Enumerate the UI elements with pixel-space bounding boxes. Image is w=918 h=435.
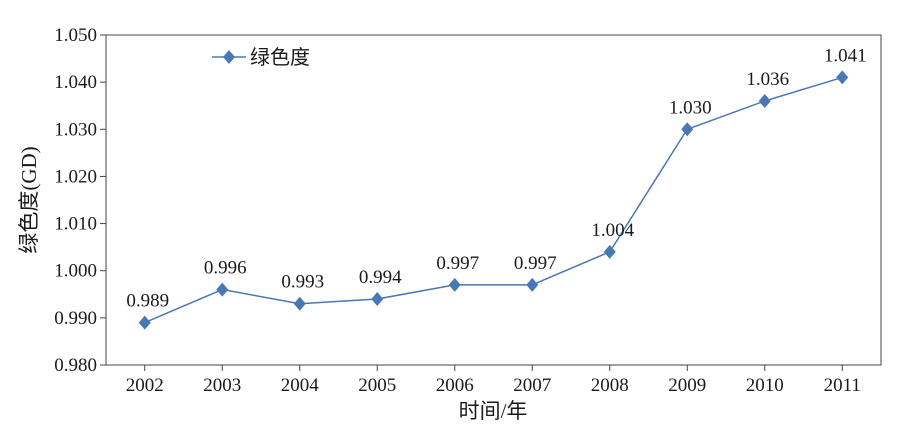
data-label: 0.993 (281, 272, 324, 293)
plot-frame (105, 34, 882, 366)
data-point-marker (836, 70, 849, 85)
data-point-marker (293, 296, 306, 311)
data-point-marker (603, 244, 616, 259)
data-label: 0.997 (514, 253, 557, 274)
data-point-marker (216, 282, 229, 297)
data-point-marker (138, 315, 151, 330)
x-tick-label: 2008 (591, 375, 629, 396)
x-tick-label: 2004 (281, 375, 320, 396)
y-tick-label: 1.000 (54, 261, 97, 282)
y-tick-label: 0.980 (54, 355, 97, 376)
data-point-marker (448, 277, 461, 292)
y-tick-label: 1.050 (54, 25, 97, 46)
x-axis-title: 时间/年 (459, 399, 528, 423)
series-markers (138, 70, 849, 330)
data-label: 1.030 (669, 97, 712, 118)
y-axis-title: 绿色度(GD) (17, 146, 41, 253)
y-axis: 0.980 0.990 1.000 1.010 1.020 1.030 1.040 1.050 (54, 25, 106, 376)
data-point-marker (681, 122, 694, 137)
data-label: 0.994 (359, 267, 402, 288)
data-labels: 0.989 0.996 0.993 0.994 0.997 0.997 1.004 1.030… (126, 45, 866, 311)
data-point-marker (526, 277, 539, 292)
x-tick-label: 2009 (668, 375, 706, 396)
data-point-marker (371, 292, 384, 306)
data-label: 0.996 (204, 258, 247, 279)
x-tick-label: 2005 (358, 375, 396, 396)
data-label: 0.997 (436, 253, 479, 274)
data-label: 1.004 (591, 220, 634, 241)
data-label: 0.989 (126, 291, 169, 312)
legend: 绿色度 (212, 46, 310, 69)
y-tick-label: 1.040 (54, 72, 97, 93)
y-tick-label: 1.010 (54, 214, 97, 235)
legend-label: 绿色度 (250, 46, 310, 69)
data-label: 1.036 (746, 69, 789, 90)
series-lines (144, 76, 843, 324)
data-point-marker (758, 94, 771, 108)
x-tick-label: 2011 (824, 375, 861, 396)
x-tick-label: 2002 (126, 375, 164, 396)
y-tick-label: 1.020 (54, 166, 97, 187)
x-tick-label: 2006 (436, 375, 474, 396)
x-tick-label: 2003 (203, 375, 241, 396)
x-axis: 2002 2003 2004 2005 2006 2007 2008 2009 2010 2011 (126, 365, 861, 396)
x-tick-label: 2010 (746, 375, 784, 396)
series-line (144, 76, 843, 324)
y-tick-label: 1.030 (54, 119, 97, 140)
x-tick-label: 2007 (513, 375, 551, 396)
data-label: 1.041 (824, 45, 867, 66)
y-tick-label: 0.990 (54, 308, 97, 329)
legend-marker (223, 50, 235, 64)
